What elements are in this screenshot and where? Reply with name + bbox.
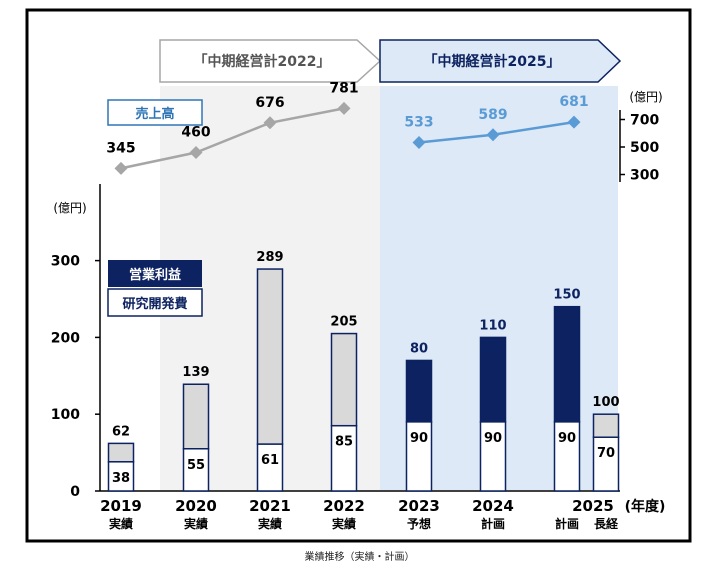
right-tick-label: 500 bbox=[630, 140, 659, 156]
bar-top-label: 62 bbox=[112, 424, 130, 439]
bar-rd-label: 90 bbox=[484, 431, 502, 446]
bar-top-label: 205 bbox=[330, 315, 357, 330]
bar-upper-segment bbox=[182, 383, 210, 450]
x-sub-label: 実績 bbox=[258, 516, 282, 531]
bar-rd bbox=[405, 421, 433, 492]
right-tick-label: 300 bbox=[630, 168, 659, 184]
chart-caption: 業績推移（実績・計画） bbox=[304, 552, 415, 563]
bar-top-label: 139 bbox=[182, 365, 209, 380]
x-tick-label: 2024 bbox=[472, 497, 514, 515]
sales-actual-point bbox=[189, 146, 203, 159]
bar-operating-profit bbox=[405, 359, 433, 423]
bar-upper-segment bbox=[592, 413, 620, 438]
x-tick-label: 2023 bbox=[398, 497, 440, 515]
label-plan2022: 「中期経営計2022」 bbox=[194, 53, 331, 70]
x-axis-unit: (年度) bbox=[625, 498, 666, 515]
sales-plan-point bbox=[412, 135, 426, 149]
x-sub-label: 予想 bbox=[407, 516, 431, 531]
bar-upper-segment bbox=[256, 268, 284, 445]
sales-actual-label: 460 bbox=[181, 125, 210, 141]
x-tick-label: 2025 bbox=[572, 497, 614, 515]
x-sub-label: 計画 bbox=[555, 516, 579, 531]
bar-top-label: 289 bbox=[256, 250, 283, 265]
legend-rd-label: 研究開発費 bbox=[122, 296, 187, 312]
x-tick-label: 2020 bbox=[175, 497, 217, 515]
x-tick-label: 2022 bbox=[323, 497, 365, 515]
sales-actual-label: 345 bbox=[106, 140, 135, 156]
sales-series: 345 460 676 781 533 589 681 bbox=[106, 80, 589, 175]
bar-operating-profit bbox=[479, 336, 507, 423]
sales-badge bbox=[107, 99, 203, 126]
bar-rd-label: 70 bbox=[597, 446, 615, 461]
bar-rd-label: 38 bbox=[112, 471, 130, 486]
right-tick-label: 700 bbox=[630, 113, 659, 129]
sales-actual-label: 676 bbox=[255, 95, 284, 111]
x-tick-label: 2019 bbox=[100, 497, 142, 515]
bar-top-label: 100 bbox=[592, 395, 619, 410]
bar-top-label: 110 bbox=[479, 318, 506, 333]
right-axis-unit: (億円) bbox=[629, 90, 662, 104]
label-plan2025: 「中期経営計2025」 bbox=[424, 53, 561, 70]
bar-rd-label: 55 bbox=[187, 458, 205, 473]
bar-rd bbox=[592, 436, 620, 492]
right-axis-ticks: 300 500 700 bbox=[620, 113, 659, 184]
left-axis-ticks: 0 100 200 300 bbox=[51, 254, 100, 500]
bar-rd bbox=[479, 421, 507, 492]
sales-actual bbox=[120, 107, 345, 170]
x-sub-label: 実績 bbox=[109, 516, 133, 531]
legend-operating-profit-label: 営業利益 bbox=[129, 267, 181, 283]
bar-operating-profit bbox=[553, 305, 581, 423]
x-sub-label: 実績 bbox=[332, 516, 356, 531]
bar-rd-label: 61 bbox=[261, 453, 279, 468]
sales-plan-label: 589 bbox=[478, 107, 507, 123]
bar-top-label: 150 bbox=[553, 288, 580, 303]
left-tick-label: 300 bbox=[51, 254, 80, 270]
sales-plan-label: 533 bbox=[404, 114, 433, 130]
x-tick-label: 2021 bbox=[249, 497, 291, 515]
bar-rd-label: 90 bbox=[410, 431, 428, 446]
x-sub-label: 計画 bbox=[481, 516, 505, 531]
bar-upper-segment bbox=[330, 332, 358, 427]
sales-actual-point bbox=[114, 161, 128, 175]
sales-actual-point bbox=[263, 116, 277, 130]
sales-plan-point bbox=[567, 115, 581, 129]
left-tick-label: 100 bbox=[51, 407, 80, 423]
left-axis-unit: (億円) bbox=[53, 201, 86, 215]
bar-series: 38 62 55 139 61 289 85 205 90 80 90 110 90 150 70 100 bbox=[107, 250, 620, 492]
sales-actual-label: 781 bbox=[329, 80, 358, 96]
legend-operating-profit bbox=[108, 260, 202, 287]
legend-rd bbox=[107, 288, 203, 317]
sales-actual-point bbox=[337, 101, 351, 115]
bar-top-label: 80 bbox=[410, 341, 428, 356]
left-tick-label: 200 bbox=[51, 330, 80, 346]
sales-plan-point bbox=[486, 128, 500, 142]
x-axis-labels: 2019 2020 2021 2022 2023 2024 2025 実績 実績 実績 実績 予想 計画… bbox=[100, 497, 619, 531]
left-tick-label: 0 bbox=[70, 484, 80, 500]
sales-badge-label: 売上高 bbox=[135, 106, 174, 122]
bar-upper-segment bbox=[107, 442, 135, 463]
bar-rd-label: 90 bbox=[558, 431, 576, 446]
bar-rd bbox=[330, 424, 358, 492]
x-sub-label: 実績 bbox=[184, 516, 208, 531]
arrow-plan2025 bbox=[379, 39, 622, 83]
x-sub-label: 長経 bbox=[594, 516, 619, 531]
bar-rd bbox=[256, 443, 284, 492]
arrow-plan2022 bbox=[159, 39, 382, 83]
sales-plan-label: 681 bbox=[559, 94, 588, 110]
bar-rd bbox=[182, 448, 210, 492]
bar-rd bbox=[107, 461, 135, 492]
bar-rd bbox=[553, 421, 581, 492]
bar-rd-label: 85 bbox=[335, 435, 353, 450]
